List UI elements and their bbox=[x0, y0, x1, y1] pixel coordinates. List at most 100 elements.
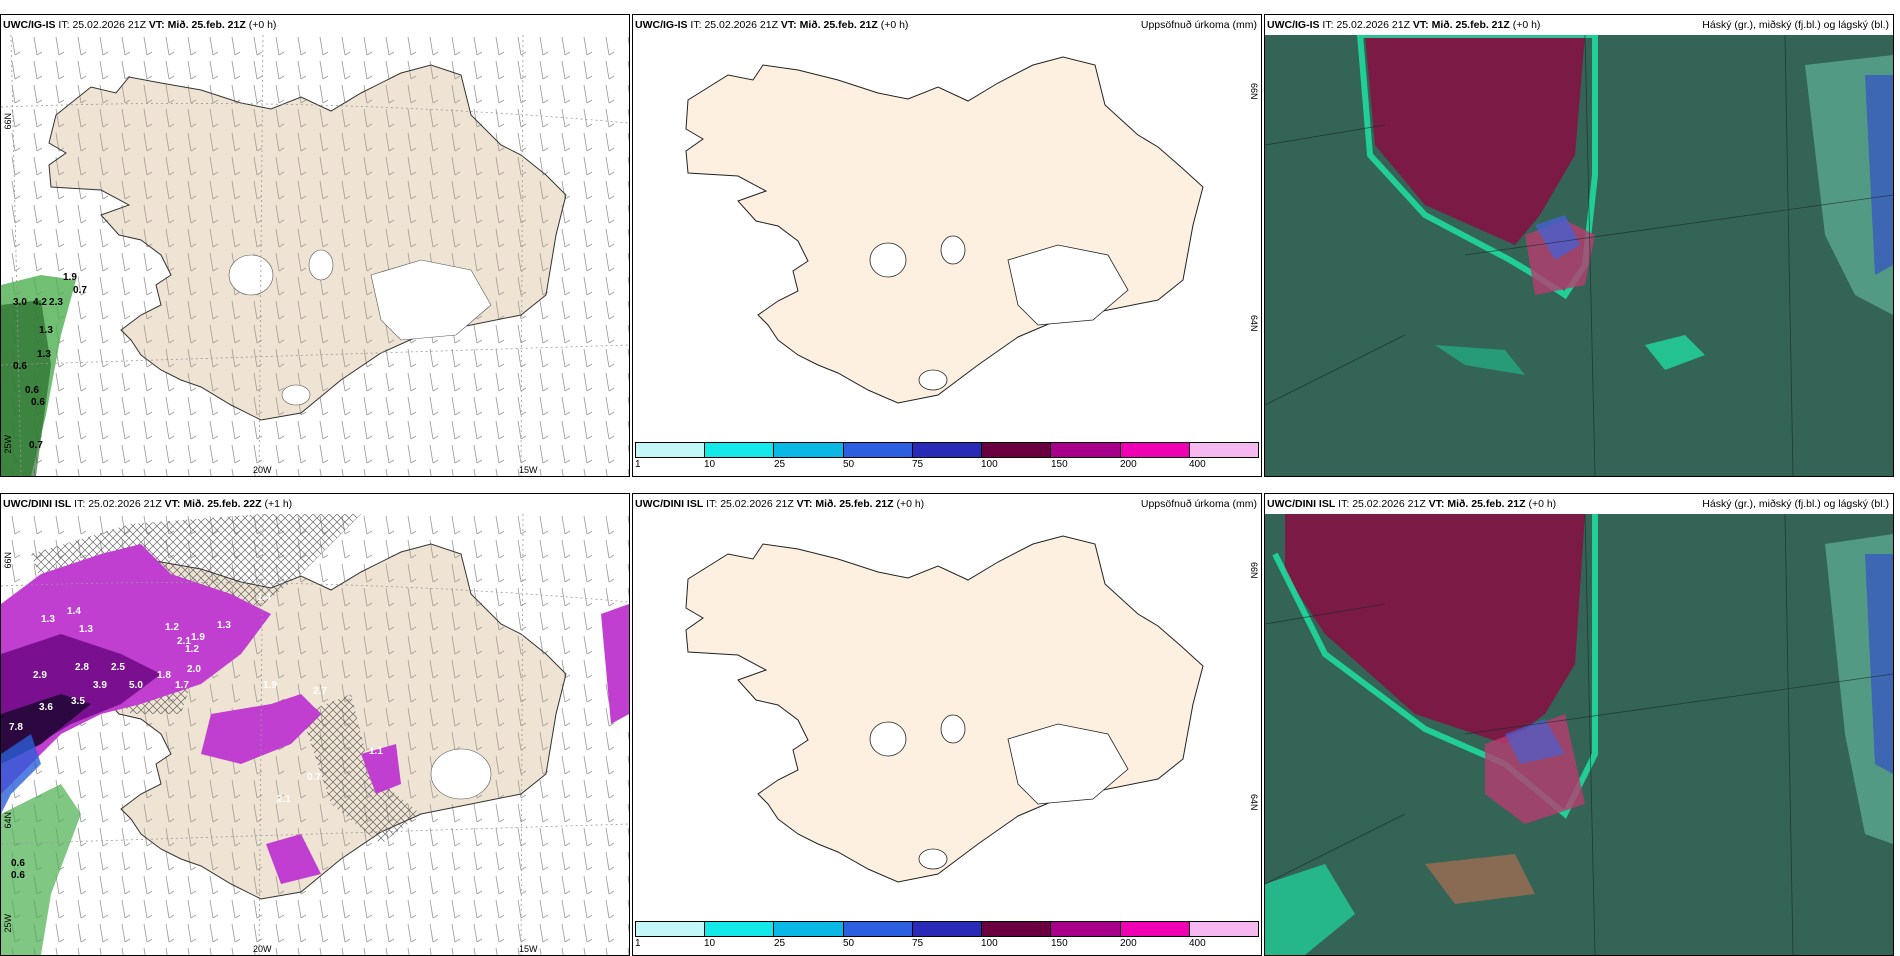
precip-value: 0.6 bbox=[11, 858, 25, 869]
colorbar-bin bbox=[705, 922, 775, 936]
colorbar-label: 400 bbox=[1189, 938, 1206, 949]
precip-value: 0.7 bbox=[29, 440, 43, 451]
precip-map-svg bbox=[633, 35, 1261, 435]
product-title: Uppsöfnuð úrkoma (mm) bbox=[1140, 19, 1257, 31]
colorbar-label: 25 bbox=[774, 459, 786, 470]
precip-value: 1.3 bbox=[37, 349, 51, 360]
lat-label: 64N bbox=[1249, 315, 1259, 332]
colorbar-bin bbox=[636, 443, 706, 457]
wind-map-svg bbox=[1, 514, 629, 955]
precip-map[interactable] bbox=[633, 514, 1261, 914]
glacier-vatnajokull bbox=[370, 259, 492, 341]
precip-value: 2.9 bbox=[33, 670, 47, 681]
product-title: Háský (gr.), miðský (fj.bl.) og lágský (… bbox=[1702, 19, 1889, 31]
precip-value: 2.7 bbox=[313, 686, 327, 697]
precip-value: 1.8 bbox=[157, 670, 171, 681]
lat-label: 66N bbox=[1249, 562, 1259, 579]
panel-accum-precip-igis[interactable]: UWC/IG-IS IT: 25.02.2026 21Z VT: Mið. 25… bbox=[632, 14, 1262, 477]
colorbar-label: 100 bbox=[981, 459, 998, 470]
panel-header: UWC/IG-IS IT: 25.02.2026 21Z VT: Mið. 25… bbox=[1265, 15, 1893, 35]
cloud-map[interactable] bbox=[1265, 35, 1893, 476]
lat-label: 66N bbox=[3, 113, 13, 130]
precip-value: 1.3 bbox=[217, 620, 231, 631]
colorbar-bin bbox=[1051, 443, 1121, 457]
colorbar-bin bbox=[774, 922, 844, 936]
product-title: Háský (gr.), miðský (fj.bl.) og lágský (… bbox=[1702, 498, 1889, 510]
precip-value: 1.3 bbox=[79, 624, 93, 635]
glacier bbox=[228, 254, 274, 296]
precip-value: 2.5 bbox=[111, 662, 125, 673]
colorbar-bin bbox=[843, 922, 913, 936]
colorbar-bin bbox=[636, 922, 706, 936]
lon-label: 15W bbox=[519, 944, 538, 954]
colorbar-label: 150 bbox=[1051, 459, 1068, 470]
colorbar-label: 150 bbox=[1051, 938, 1068, 949]
panel-wind-precip-dini[interactable]: UWC/DINI ISL IT: 25.02.2026 21Z VT: Mið.… bbox=[0, 493, 630, 956]
precip-map[interactable] bbox=[633, 35, 1261, 435]
lon-label: 15W bbox=[519, 465, 538, 475]
precip-value: 1.9 bbox=[191, 632, 205, 643]
wind-map-svg bbox=[1, 35, 629, 476]
precip-value: 1.1 bbox=[369, 746, 383, 757]
colorbar-label: 50 bbox=[843, 459, 855, 470]
precip-value: 1.2 bbox=[185, 644, 199, 655]
precip-value: 2.1 bbox=[277, 794, 291, 805]
colorbar-label: 1 bbox=[635, 938, 641, 949]
colorbar-label: 25 bbox=[774, 938, 786, 949]
colorbar: 1 10 25 50 75 100 150 200 400 bbox=[635, 442, 1259, 476]
precip-value: 1.9 bbox=[263, 680, 277, 691]
colorbar-bin bbox=[843, 443, 913, 457]
precip-value: 3.0 bbox=[13, 297, 27, 308]
colorbar-bin bbox=[1051, 922, 1121, 936]
product-title: Uppsöfnuð úrkoma (mm) bbox=[1140, 498, 1257, 510]
colorbar-bin bbox=[912, 922, 983, 936]
hatch-area bbox=[301, 694, 421, 844]
precip-value: 0.7 bbox=[307, 772, 321, 783]
precip-value: 0.7 bbox=[73, 285, 87, 296]
lat-label: 66N bbox=[3, 552, 13, 569]
panel-clouds-dini[interactable]: UWC/DINI ISL IT: 25.02.2026 21Z VT: Mið.… bbox=[1264, 493, 1894, 956]
panel-header: UWC/DINI ISL IT: 25.02.2026 21Z VT: Mið.… bbox=[1265, 494, 1893, 514]
panel-accum-precip-dini[interactable]: UWC/DINI ISL IT: 25.02.2026 21Z VT: Mið.… bbox=[632, 493, 1262, 956]
lat-label: 64N bbox=[1249, 794, 1259, 811]
precip-value: 0.6 bbox=[25, 385, 39, 396]
lon-label: 20W bbox=[253, 944, 272, 954]
precip-value: 1.9 bbox=[63, 272, 77, 283]
colorbar-label: 50 bbox=[843, 938, 855, 949]
precip-value: 2.0 bbox=[187, 664, 201, 675]
precip-value: 2.1 bbox=[177, 636, 191, 647]
precip-value: 2.8 bbox=[75, 662, 89, 673]
colorbar-bin bbox=[982, 443, 1052, 457]
colorbar-label: 75 bbox=[912, 938, 924, 949]
panel-header: UWC/IG-IS IT: 25.02.2026 21Z VT: Mið. 25… bbox=[1, 15, 629, 35]
colorbar-label: 10 bbox=[704, 459, 716, 470]
precip-value: 7.8 bbox=[9, 722, 23, 733]
colorbar-bin bbox=[705, 443, 775, 457]
high-cloud-area bbox=[1365, 35, 1585, 245]
wind-map[interactable] bbox=[1, 35, 629, 476]
lat-label: 66N bbox=[1249, 83, 1259, 100]
lon-label: 25W bbox=[3, 435, 13, 454]
precip-value: 1.4 bbox=[257, 592, 271, 603]
precip-map-svg bbox=[633, 514, 1261, 914]
cloud-map[interactable] bbox=[1265, 514, 1893, 955]
lat-label: 64N bbox=[3, 812, 13, 829]
panel-header: UWC/DINI ISL IT: 25.02.2026 21Z VT: Mið.… bbox=[1, 494, 629, 514]
precip-value: 0.6 bbox=[13, 361, 27, 372]
precip-value: 1.3 bbox=[39, 325, 53, 336]
colorbar-label: 400 bbox=[1189, 459, 1206, 470]
cloud-map-svg bbox=[1265, 35, 1893, 476]
precip-value: 0.6 bbox=[11, 870, 25, 881]
panel-clouds-igis[interactable]: UWC/IG-IS IT: 25.02.2026 21Z VT: Mið. 25… bbox=[1264, 14, 1894, 477]
precip-value: 2.3 bbox=[49, 297, 63, 308]
precip-value: 0.6 bbox=[31, 397, 45, 408]
lon-label: 25W bbox=[3, 914, 13, 933]
precip-value: 4.2 bbox=[33, 297, 47, 308]
colorbar-bin bbox=[912, 443, 983, 457]
precip-value: 1.2 bbox=[165, 622, 179, 633]
colorbar-label: 200 bbox=[1120, 459, 1137, 470]
colorbar-bin bbox=[982, 922, 1052, 936]
wind-map[interactable] bbox=[1, 514, 629, 955]
panel-wind-precip-igis[interactable]: UWC/IG-IS IT: 25.02.2026 21Z VT: Mið. 25… bbox=[0, 14, 630, 477]
panel-header: UWC/DINI ISL IT: 25.02.2026 21Z VT: Mið.… bbox=[633, 494, 1261, 514]
